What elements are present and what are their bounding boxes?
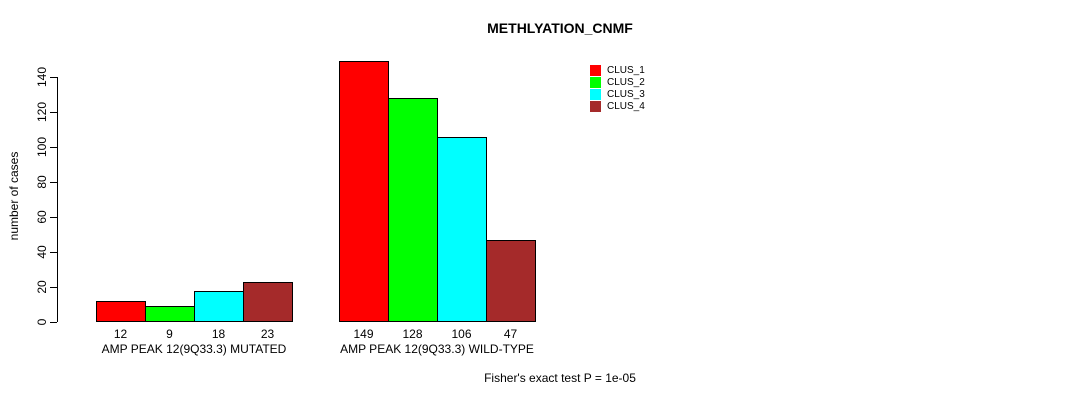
bar-value-label: 9 xyxy=(166,327,173,341)
legend-item: CLUS_4 xyxy=(590,101,645,112)
x-category-label: AMP PEAK 12(9Q33.3) MUTATED xyxy=(101,342,287,356)
y-tick xyxy=(50,287,57,288)
y-tick-label: 80 xyxy=(35,175,49,189)
legend-color-swatch xyxy=(590,89,601,100)
bar-value-label: 149 xyxy=(353,327,374,341)
bar-value-label: 23 xyxy=(260,327,275,341)
bar-value-label: 106 xyxy=(451,327,472,341)
bar-clus_4-group2 xyxy=(486,239,536,322)
legend-color-swatch xyxy=(590,101,601,112)
bar-clus_3-group2 xyxy=(437,136,487,322)
legend-item-label: CLUS_2 xyxy=(607,77,645,88)
y-tick-label: 0 xyxy=(35,318,49,326)
legend-item: CLUS_1 xyxy=(590,65,645,76)
legend: CLUS_1 CLUS_2 CLUS_3 CLUS_4 xyxy=(590,65,645,113)
legend-color-swatch xyxy=(590,77,601,88)
legend-item-label: CLUS_1 xyxy=(607,65,645,76)
chart-title: METHLYATION_CNMF xyxy=(487,20,633,36)
y-tick xyxy=(50,252,57,253)
y-tick xyxy=(50,182,57,183)
bar-clus_1-group2 xyxy=(339,61,389,322)
y-axis-line xyxy=(57,77,58,322)
y-tick-label: 40 xyxy=(35,245,49,259)
bar-value-label: 18 xyxy=(211,327,226,341)
y-tick-label: 140 xyxy=(35,66,49,88)
x-category-label: AMP PEAK 12(9Q33.3) WILD-TYPE xyxy=(340,342,534,356)
legend-item: CLUS_3 xyxy=(590,89,645,100)
legend-item-label: CLUS_4 xyxy=(607,101,645,112)
bar-clus_2-group1 xyxy=(145,306,195,322)
legend-item-label: CLUS_3 xyxy=(607,89,645,100)
y-tick-label: 20 xyxy=(35,280,49,294)
legend-color-swatch xyxy=(590,65,601,76)
bar-clus_2-group2 xyxy=(388,98,438,322)
y-axis-label: number of cases xyxy=(7,151,21,241)
annotation-text: Fisher's exact test P = 1e-05 xyxy=(484,371,636,385)
y-tick xyxy=(50,112,57,113)
legend-item: CLUS_2 xyxy=(590,77,645,88)
bar-clus_3-group1 xyxy=(194,290,244,322)
y-tick-label: 60 xyxy=(35,210,49,224)
y-tick xyxy=(50,217,57,218)
bar-value-label: 47 xyxy=(503,327,518,341)
y-tick-label: 100 xyxy=(35,136,49,158)
y-tick xyxy=(50,322,57,323)
bar-value-label: 12 xyxy=(113,327,128,341)
y-tick xyxy=(50,77,57,78)
bar-clus_4-group1 xyxy=(243,281,293,322)
bar-clus_1-group1 xyxy=(96,301,146,322)
bar-value-label: 128 xyxy=(402,327,423,341)
y-tick-label: 120 xyxy=(35,101,49,123)
y-tick xyxy=(50,147,57,148)
